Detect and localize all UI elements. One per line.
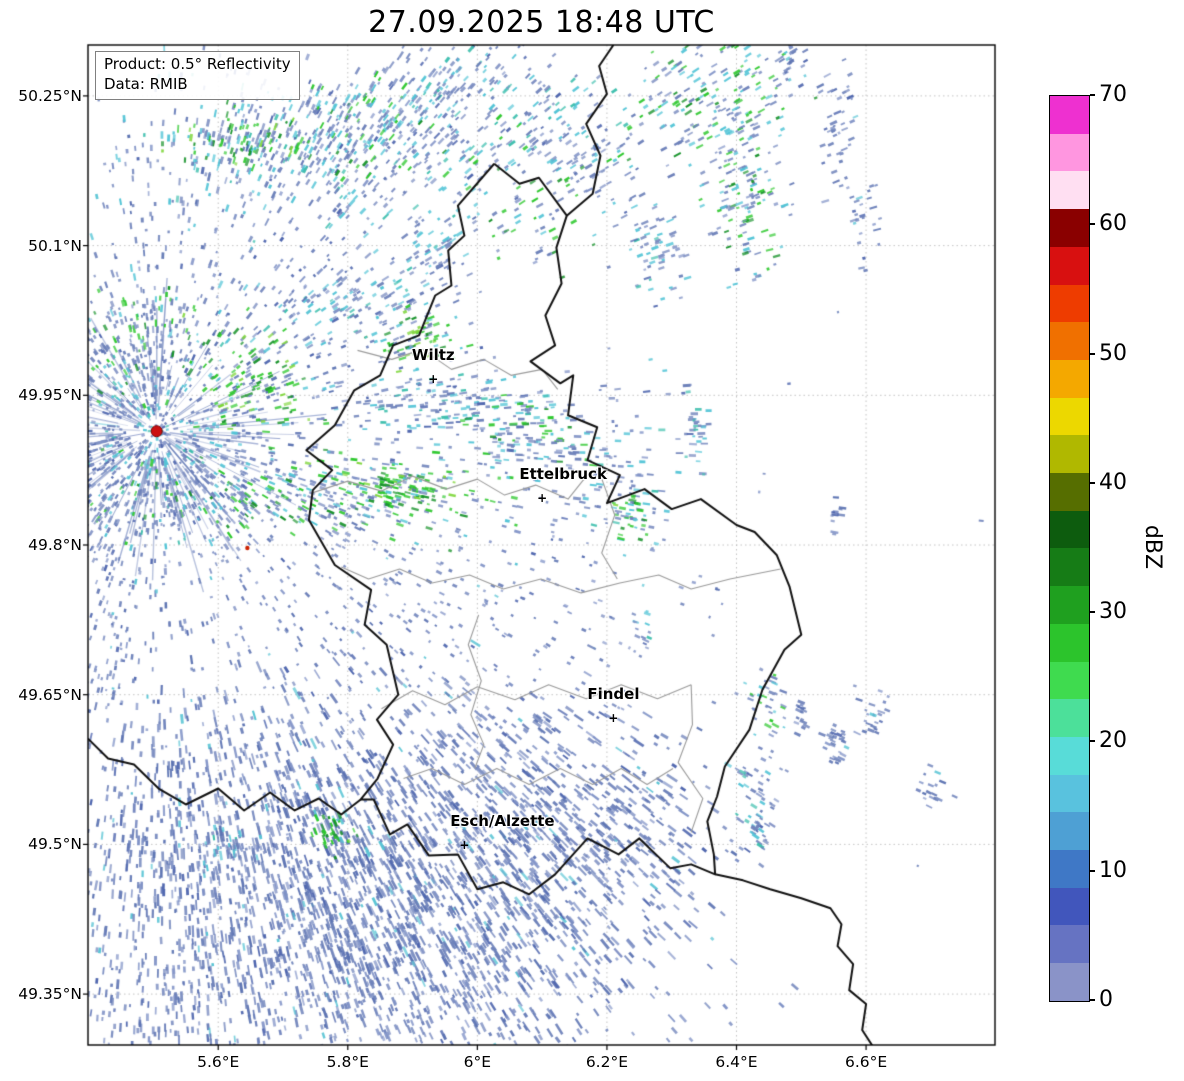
colorbar-tick-label: 50 [1099,340,1127,366]
city-label: Ettelbruck [519,465,607,484]
product-info-line: Product: 0.5° Reflectivity [104,55,291,73]
colorbar-tick-mark [1090,611,1095,614]
x-tick-label: 6.6°E [844,1053,888,1071]
x-tick-label: 5.8°E [326,1053,369,1071]
y-tick-label: 49.95°N [18,386,82,405]
y-tick-label: 50.25°N [18,86,82,105]
city-marker: + [608,710,619,725]
colorbar-segment [1050,548,1089,587]
colorbar-tick-label: 0 [1099,987,1113,1012]
colorbar-segment [1050,397,1089,436]
figure-title: 27.09.2025 18:48 UTC [368,5,715,40]
colorbar-segment [1050,887,1089,926]
colorbar-segment [1050,96,1089,134]
city-label: Wiltz [411,346,455,365]
colorbar-tick-label: 10 [1099,857,1127,883]
city-marker: + [459,838,470,853]
city-label: Findel [587,684,640,703]
colorbar-segment [1050,774,1089,813]
colorbar-tick-mark [1090,94,1095,96]
city-marker: + [537,491,548,506]
product-info-box: Product: 0.5° Reflectivity Data: RMIB [95,51,300,100]
colorbar-segment [1050,925,1089,964]
colorbar-tick-label: 40 [1099,469,1127,495]
colorbar-segment [1050,133,1089,172]
colorbar-segment [1050,435,1089,474]
colorbar-segment [1050,699,1089,737]
x-tick-label: 5.6°E [197,1053,240,1071]
colorbar-segment [1050,812,1089,851]
colorbar-segment [1050,322,1089,360]
city-label: Esch/Alzette [450,812,555,831]
colorbar-tick-label: 60 [1099,211,1127,237]
y-tick-label: 49.35°N [18,985,82,1004]
colorbar-tick-label: 70 [1099,82,1127,107]
colorbar-tick-mark [1090,869,1095,872]
x-tick-label: 6.2°E [585,1053,629,1071]
x-tick-label: 6.4°E [715,1053,758,1071]
colorbar-tick-mark [1090,740,1095,743]
colorbar-segment [1050,510,1089,549]
data-source-line: Data: RMIB [104,74,188,93]
colorbar-segment [1050,586,1089,624]
colorbar-segment [1050,359,1089,398]
y-tick-label: 49.65°N [18,685,82,704]
city-marker: + [428,372,439,387]
colorbar-tick-label: 20 [1099,728,1127,754]
colorbar-tick-label: 30 [1099,599,1127,625]
colorbar-unit-label: dBZ [1140,524,1165,570]
colorbar-segment [1050,736,1089,775]
colorbar-segment [1050,284,1089,323]
x-tick-label: 6°E [463,1053,492,1071]
colorbar-segment [1050,246,1089,285]
colorbar-segment [1050,209,1089,247]
colorbar-segment [1050,850,1089,888]
y-tick-label: 49.5°N [28,835,82,854]
colorbar [1049,95,1090,1002]
y-tick-label: 50.1°N [28,236,82,255]
colorbar-tick-mark [1090,223,1095,226]
colorbar-segment [1050,623,1089,662]
colorbar-segment [1050,661,1089,700]
colorbar-segment [1050,963,1089,1001]
colorbar-tick-mark [1090,352,1095,355]
colorbar-segment [1050,171,1089,210]
colorbar-tick-mark [1090,481,1095,484]
colorbar-tick-mark [1090,999,1095,1001]
colorbar-segment [1050,473,1089,511]
y-tick-label: 49.8°N [28,536,82,554]
